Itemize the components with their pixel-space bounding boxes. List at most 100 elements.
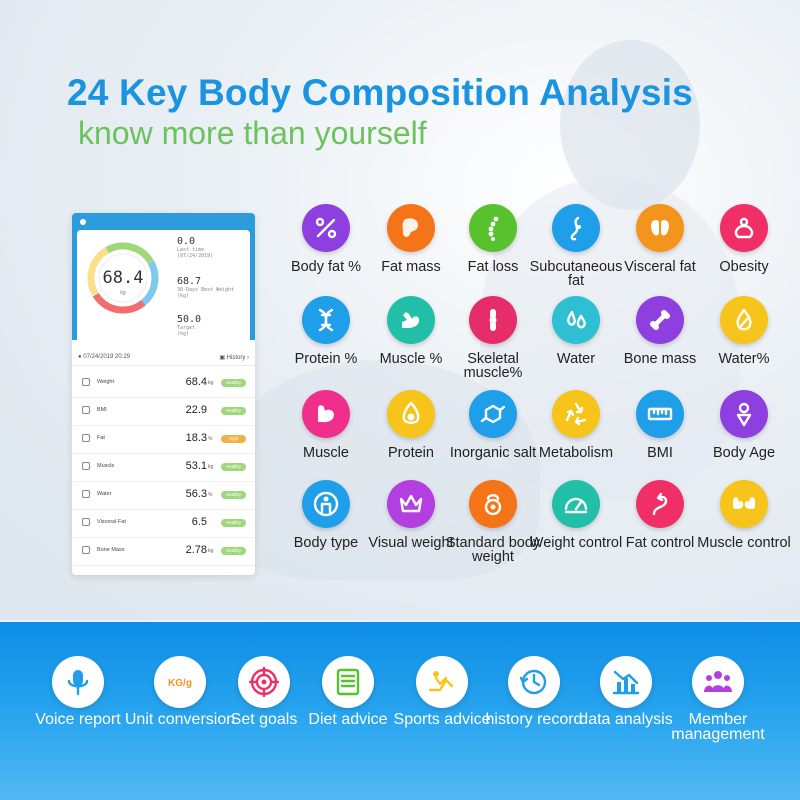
ring-weight-value: 68.4 bbox=[102, 268, 144, 288]
feature-muscle[interactable]: Muscle % bbox=[361, 296, 461, 386]
feature-label: Visceral fat bbox=[624, 259, 696, 275]
feature-label: Weight control bbox=[529, 535, 623, 551]
analysis-icon bbox=[600, 656, 652, 708]
status-badge: Healthy bbox=[221, 519, 246, 527]
feature-standard-body-weight[interactable]: Standard body weight bbox=[443, 480, 543, 570]
feature-label: Body type bbox=[293, 535, 359, 551]
feature-bmi[interactable]: BMI bbox=[610, 390, 710, 480]
feature-label: Fat control bbox=[625, 535, 695, 551]
feature-subcutaneous-fat[interactable]: Subcutaneous fat bbox=[526, 204, 626, 294]
phone-app-preview: 68.4 kg 0.0 Last time (07/24/2019) 68.7 … bbox=[72, 213, 255, 575]
percent-icon bbox=[302, 204, 350, 252]
bottom-feature-unit-conversion[interactable]: KG/g Unit conversion bbox=[125, 656, 235, 776]
metric-row[interactable]: Bone Mass 2.78 kg Healthy bbox=[72, 538, 255, 566]
bmi-icon bbox=[82, 406, 90, 414]
feature-muscle[interactable]: Muscle bbox=[276, 390, 376, 480]
stat-label: 30-Days Best Weight bbox=[177, 287, 235, 293]
feature-label: Standard body weight bbox=[445, 535, 541, 565]
stat-value: 0.0 bbox=[177, 236, 196, 247]
feature-visceral-fat[interactable]: Visceral fat bbox=[610, 204, 710, 294]
feature-label: Fat loss bbox=[467, 259, 519, 275]
metric-name: Bone Mass bbox=[97, 547, 125, 553]
bottom-feature-voice-report[interactable]: Voice report bbox=[28, 656, 128, 776]
bottom-feature-label: Diet advice bbox=[308, 711, 388, 728]
metric-value: 6.5 bbox=[191, 516, 207, 528]
history-icon bbox=[508, 656, 560, 708]
svg-text:KG/g: KG/g bbox=[168, 678, 192, 689]
feature-bone-mass[interactable]: Bone mass bbox=[610, 296, 710, 386]
stat-target: 50.0 Target (kg) bbox=[177, 314, 201, 337]
metric-row[interactable]: Fat 18.3% High bbox=[72, 426, 255, 454]
bottom-feature-label: Voice report bbox=[35, 711, 121, 728]
bottom-feature-label: Sports advice bbox=[393, 711, 491, 728]
history-label: History bbox=[226, 355, 246, 361]
visceral-fat-icon bbox=[82, 518, 90, 526]
feature-inorganic-salt[interactable]: Inorganic salt bbox=[443, 390, 543, 480]
feature-fat-mass[interactable]: Fat mass bbox=[361, 204, 461, 294]
recycle-icon bbox=[552, 390, 600, 438]
metric-value: 2.78 bbox=[185, 544, 207, 556]
metric-row[interactable]: Water 56.3% Healthy bbox=[72, 482, 255, 510]
metric-name: BMI bbox=[97, 407, 107, 413]
feature-skeletal-muscle[interactable]: Skeletal muscle% bbox=[443, 296, 543, 386]
feature-protein[interactable]: Protein % bbox=[276, 296, 376, 386]
stat-sublabel: (kg) bbox=[177, 331, 190, 337]
dna-icon bbox=[302, 296, 350, 344]
feature-obesity[interactable]: Obesity bbox=[694, 204, 794, 294]
knee-icon bbox=[469, 296, 517, 344]
bottom-feature-set-goals[interactable]: Set goals bbox=[214, 656, 314, 776]
status-dot-icon bbox=[80, 219, 86, 225]
metric-name: Visceral Fat bbox=[97, 519, 126, 525]
feature-label: Muscle bbox=[303, 445, 349, 461]
spine-icon bbox=[469, 204, 517, 252]
page-title: 24 Key Body Composition Analysis bbox=[67, 72, 693, 113]
bottom-feature-label: Member management bbox=[671, 711, 765, 743]
status-badge: Healthy bbox=[221, 379, 246, 387]
bottom-feature-member-management[interactable]: Member management bbox=[668, 656, 768, 776]
metric-row[interactable]: BMI 22.9 Healthy bbox=[72, 398, 255, 426]
history-link[interactable]: ▣ History › bbox=[219, 355, 249, 361]
stat-value: 50.0 bbox=[177, 314, 202, 325]
weight-ring-chart bbox=[87, 242, 159, 314]
bottom-feature-data-analysis[interactable]: data analysis bbox=[576, 656, 676, 776]
sit-up-icon bbox=[416, 656, 468, 708]
crown-icon bbox=[387, 480, 435, 528]
feature-body-fat[interactable]: Body fat % bbox=[276, 204, 376, 294]
metric-value: 18.3 bbox=[185, 432, 207, 444]
weight-summary-card: 68.4 kg 0.0 Last time (07/24/2019) 68.7 … bbox=[77, 230, 250, 350]
fat-mass-icon bbox=[387, 204, 435, 252]
subcutaneous-icon bbox=[552, 204, 600, 252]
feature-fat-loss[interactable]: Fat loss bbox=[443, 204, 543, 294]
metric-unit: % bbox=[208, 492, 213, 498]
members-icon bbox=[692, 656, 744, 708]
bottom-feature-sports-advice[interactable]: Sports advice bbox=[392, 656, 492, 776]
feature-label: Skeletal muscle% bbox=[463, 351, 523, 381]
metric-unit: kg bbox=[208, 380, 214, 386]
feature-protein[interactable]: Protein bbox=[361, 390, 461, 480]
stat-best-weight: 68.7 30-Days Best Weight (kg) bbox=[177, 276, 234, 299]
metric-row[interactable]: Muscle 53.1 kg Healthy bbox=[72, 454, 255, 482]
feature-label: Metabolism bbox=[538, 445, 614, 461]
feature-water[interactable]: Water% bbox=[694, 296, 794, 386]
bone-mass-icon bbox=[82, 546, 90, 554]
feature-fat-control[interactable]: Fat control bbox=[610, 480, 710, 570]
ruler-icon bbox=[636, 390, 684, 438]
bottom-feature-history-record[interactable]: history record bbox=[484, 656, 584, 776]
feature-body-type[interactable]: Body type bbox=[276, 480, 376, 570]
metric-row[interactable]: Weight 68.4 kg Healthy bbox=[72, 370, 255, 398]
feature-weight-control[interactable]: Weight control bbox=[526, 480, 626, 570]
feature-muscle-control[interactable]: Muscle control bbox=[694, 480, 794, 570]
stat-sublabel: (kg) bbox=[177, 293, 190, 299]
metric-name: Fat bbox=[97, 435, 105, 441]
diet-list-icon bbox=[322, 656, 374, 708]
feature-label: Body fat % bbox=[290, 259, 362, 275]
bottom-feature-diet-advice[interactable]: Diet advice bbox=[298, 656, 398, 776]
bottom-feature-label: data analysis bbox=[579, 711, 673, 728]
bottom-feature-label: Set goals bbox=[230, 711, 298, 728]
feature-metabolism[interactable]: Metabolism bbox=[526, 390, 626, 480]
feature-visual-weight[interactable]: Visual weight bbox=[361, 480, 461, 570]
feature-body-age[interactable]: Body Age bbox=[694, 390, 794, 480]
feature-water[interactable]: Water bbox=[526, 296, 626, 386]
metric-row[interactable]: Visceral Fat 6.5 Healthy bbox=[72, 510, 255, 538]
muscle-icon bbox=[82, 462, 90, 470]
